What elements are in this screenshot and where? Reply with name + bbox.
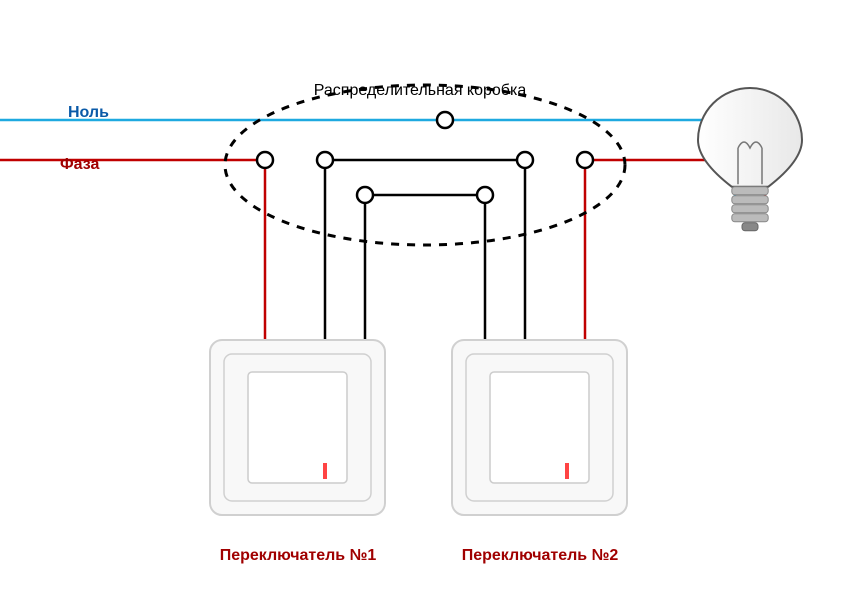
phase-label: Фаза xyxy=(60,156,99,173)
junction-box-label: Распределительная коробка xyxy=(314,82,527,99)
switch-1 xyxy=(210,340,385,515)
switch-2-label: Переключатель №2 xyxy=(462,547,619,564)
connection-nodes xyxy=(257,112,593,203)
light-bulb xyxy=(698,88,802,231)
junction-box xyxy=(225,85,625,245)
wiring-diagram: Ноль Фаза Распределительная коробка Пере… xyxy=(0,0,846,589)
switch-2 xyxy=(452,340,627,515)
switch-1-label: Переключатель №1 xyxy=(220,547,377,564)
neutral-label: Ноль xyxy=(68,104,109,121)
